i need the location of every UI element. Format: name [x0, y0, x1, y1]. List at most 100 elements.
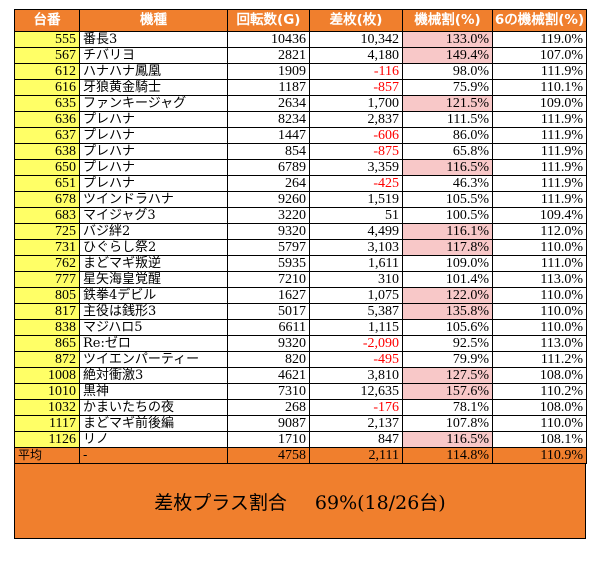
- machine-number-cell: 838: [14, 319, 80, 336]
- payout-rate-cell: 117.8%: [402, 239, 493, 256]
- setting6-payout-rate-cell: 110.1%: [492, 79, 587, 96]
- payout-rate-cell: 78.1%: [402, 399, 493, 416]
- machine-number-cell: 777: [14, 271, 80, 288]
- machine-number-cell: 683: [14, 207, 80, 224]
- machine-type-cell: ツインドラハナ: [79, 191, 228, 208]
- table-row: 865 Re:ゼロ 9320 -2,090 92.5% 113.0%: [14, 335, 587, 352]
- setting6-payout-rate-cell: 119.0%: [492, 31, 587, 48]
- machine-number-cell: 637: [14, 127, 80, 144]
- machine-number-cell: 1117: [14, 415, 80, 432]
- machine-type-cell: ハナハナ鳳凰: [79, 63, 228, 80]
- spins-cell: 1710: [227, 431, 310, 448]
- header-spins: 回転数(G): [227, 9, 310, 32]
- spins-cell: 6611: [227, 319, 310, 336]
- payout-rate-cell: 46.3%: [402, 175, 493, 192]
- coin-difference-cell: 10,342: [309, 31, 403, 48]
- coin-difference-cell: 847: [309, 431, 403, 448]
- spins-cell: 1627: [227, 287, 310, 304]
- table-row: 683 マイジャグ3 3220 51 100.5% 109.4%: [14, 207, 587, 224]
- average-payout-rate: 114.8%: [402, 447, 493, 464]
- machine-number-cell: 555: [14, 31, 80, 48]
- coin-difference-cell: 1,700: [309, 95, 403, 112]
- average-machine: -: [79, 447, 228, 464]
- machine-number-cell: 1010: [14, 383, 80, 400]
- setting6-payout-rate-cell: 113.0%: [492, 271, 587, 288]
- table-row: 1008 絶対衝激3 4621 3,810 127.5% 108.0%: [14, 367, 587, 384]
- coin-difference-cell: 2,837: [309, 111, 403, 128]
- coin-difference-cell: 2,137: [309, 415, 403, 432]
- machine-type-cell: マジハロ5: [79, 319, 228, 336]
- spins-cell: 2821: [227, 47, 310, 64]
- machine-number-cell: 638: [14, 143, 80, 160]
- spins-cell: 5017: [227, 303, 310, 320]
- table-row: 616 牙狼黄金騎士 1187 -857 75.9% 110.1%: [14, 79, 587, 96]
- payout-rate-cell: 116.1%: [402, 223, 493, 240]
- payout-rate-cell: 127.5%: [402, 367, 493, 384]
- average-coin-difference: 2,111: [309, 447, 403, 464]
- spins-cell: 820: [227, 351, 310, 368]
- table-row: 637 プレハナ 1447 -606 86.0% 111.9%: [14, 127, 587, 144]
- spins-cell: 3220: [227, 207, 310, 224]
- table-row: 678 ツインドラハナ 9260 1,519 105.5% 111.9%: [14, 191, 587, 208]
- payout-rate-cell: 121.5%: [402, 95, 493, 112]
- setting6-payout-rate-cell: 107.0%: [492, 47, 587, 64]
- setting6-payout-rate-cell: 110.0%: [492, 319, 587, 336]
- setting6-payout-rate-cell: 113.0%: [492, 335, 587, 352]
- average-row: 平均 - 4758 2,111 114.8% 110.9%: [14, 447, 587, 464]
- average-spins: 4758: [227, 447, 310, 464]
- machine-type-cell: 絶対衝激3: [79, 367, 228, 384]
- machine-number-cell: 616: [14, 79, 80, 96]
- setting6-payout-rate-cell: 108.0%: [492, 367, 587, 384]
- table-row: 762 まどマギ叛逆 5935 1,611 109.0% 111.0%: [14, 255, 587, 272]
- coin-difference-cell: 310: [309, 271, 403, 288]
- average-setting6-payout-rate: 110.9%: [492, 447, 587, 464]
- machine-type-cell: バジ絆2: [79, 223, 228, 240]
- setting6-payout-rate-cell: 110.0%: [492, 415, 587, 432]
- setting6-payout-rate-cell: 110.0%: [492, 287, 587, 304]
- coin-difference-cell: 3,810: [309, 367, 403, 384]
- machine-type-cell: プレハナ: [79, 127, 228, 144]
- coin-difference-cell: -495: [309, 351, 403, 368]
- coin-difference-cell: 1,115: [309, 319, 403, 336]
- machine-number-cell: 678: [14, 191, 80, 208]
- machine-number-cell: 567: [14, 47, 80, 64]
- setting6-payout-rate-cell: 111.9%: [492, 111, 587, 128]
- spins-cell: 268: [227, 399, 310, 416]
- header-machine-number: 台番: [14, 9, 80, 32]
- machine-type-cell: 番長3: [79, 31, 228, 48]
- coin-difference-cell: 3,359: [309, 159, 403, 176]
- machine-type-cell: ツイエンパーティー: [79, 351, 228, 368]
- machine-number-cell: 731: [14, 239, 80, 256]
- spins-cell: 5797: [227, 239, 310, 256]
- machine-number-cell: 725: [14, 223, 80, 240]
- summary-label: 差枚プラス割合: [154, 491, 287, 514]
- coin-difference-cell: -606: [309, 127, 403, 144]
- machine-type-cell: プレハナ: [79, 111, 228, 128]
- spins-cell: 4621: [227, 367, 310, 384]
- coin-difference-cell: 12,635: [309, 383, 403, 400]
- machine-number-cell: 805: [14, 287, 80, 304]
- coin-difference-cell: 4,180: [309, 47, 403, 64]
- spins-cell: 6789: [227, 159, 310, 176]
- table-row: 805 鉄拳4デビル 1627 1,075 122.0% 110.0%: [14, 287, 587, 304]
- table-row: 731 ひぐらし祭2 5797 3,103 117.8% 110.0%: [14, 239, 587, 256]
- spins-cell: 2634: [227, 95, 310, 112]
- payout-rate-cell: 107.8%: [402, 415, 493, 432]
- coin-difference-cell: 1,611: [309, 255, 403, 272]
- header-setting6-payout-rate: 6の機械割(%): [492, 9, 587, 32]
- table-row: 638 プレハナ 854 -875 65.8% 111.9%: [14, 143, 587, 160]
- payout-rate-cell: 100.5%: [402, 207, 493, 224]
- setting6-payout-rate-cell: 110.2%: [492, 383, 587, 400]
- table-row: 555 番長3 10436 10,342 133.0% 119.0%: [14, 31, 587, 48]
- table-row: 651 プレハナ 264 -425 46.3% 111.9%: [14, 175, 587, 192]
- spins-cell: 8234: [227, 111, 310, 128]
- machine-number-cell: 1126: [14, 431, 80, 448]
- table-row: 1032 かまいたちの夜 268 -176 78.1% 108.0%: [14, 399, 587, 416]
- table-row: 1117 まどマギ前後編 9087 2,137 107.8% 110.0%: [14, 415, 587, 432]
- table-row: 777 星矢海皇覚醒 7210 310 101.4% 113.0%: [14, 271, 587, 288]
- machine-type-cell: 鉄拳4デビル: [79, 287, 228, 304]
- machine-type-cell: チバリヨ: [79, 47, 228, 64]
- setting6-payout-rate-cell: 111.9%: [492, 127, 587, 144]
- table-row: 1126 リノ 1710 847 116.5% 108.1%: [14, 431, 587, 448]
- table-row: 725 バジ絆2 9320 4,499 116.1% 112.0%: [14, 223, 587, 240]
